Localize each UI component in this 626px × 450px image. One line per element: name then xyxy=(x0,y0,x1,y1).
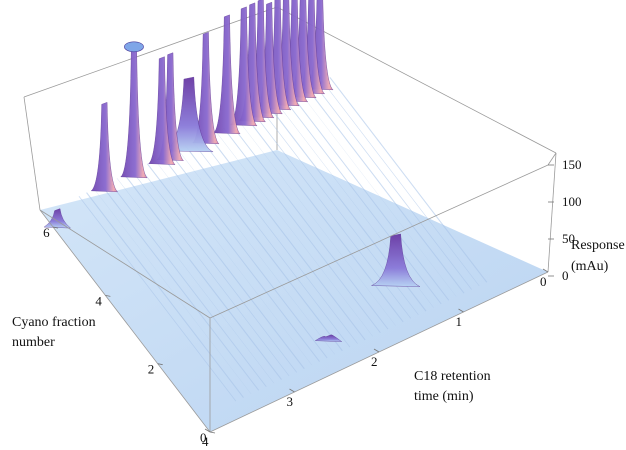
surface-streak xyxy=(94,188,252,395)
surface-streak xyxy=(177,149,335,355)
surface-peak xyxy=(229,6,258,127)
x-tick-label: 3 xyxy=(287,394,294,409)
surface-peaks xyxy=(43,0,420,342)
surface-streak xyxy=(245,116,404,323)
y-tick-mark xyxy=(157,363,163,366)
x-tick-mark xyxy=(289,388,295,393)
surface-streak xyxy=(116,178,275,384)
z-tick-label: 100 xyxy=(562,194,582,209)
surface-streak xyxy=(184,145,343,352)
x-tick-label: 2 xyxy=(371,354,378,369)
y-tick-label: 4 xyxy=(95,293,102,308)
y-axis-label-line2: number xyxy=(12,335,55,350)
y-tick-label: 2 xyxy=(148,362,155,377)
surface-peak xyxy=(120,47,148,179)
surface-streak xyxy=(291,95,450,301)
surface-streak xyxy=(162,156,320,362)
surface-streak xyxy=(192,142,351,348)
x-tick-mark xyxy=(458,308,464,313)
surface-streak xyxy=(200,138,358,344)
surface-streak xyxy=(146,163,305,370)
z-axis-label-line2: (mAu) xyxy=(571,259,609,274)
surface-streak xyxy=(109,181,267,388)
z-axis-label-line1: Response xyxy=(571,238,625,253)
surface-streak xyxy=(299,91,457,297)
surface-streak xyxy=(238,120,396,326)
y-axis-label-line1: Cyano fraction xyxy=(12,315,96,330)
surface-streak xyxy=(131,170,290,377)
surface-peak xyxy=(314,334,343,342)
surface-streak xyxy=(207,134,366,341)
clipped-peak-top xyxy=(124,41,144,53)
surface-peak xyxy=(371,233,420,287)
surface-streak xyxy=(306,87,465,294)
z-tick-label: 50 xyxy=(562,231,575,246)
surface-peak xyxy=(148,56,176,165)
surface-streak xyxy=(124,174,282,380)
y-tick-label: 6 xyxy=(43,225,50,240)
surface-streak xyxy=(86,192,244,398)
x-tick-label: 0 xyxy=(540,274,547,289)
surface-streak xyxy=(314,84,472,290)
surface-streak xyxy=(154,160,313,366)
x-axis-label-line1: C18 retention xyxy=(414,369,491,384)
surface-streak xyxy=(169,152,328,359)
x-axis-label-line2: time (min) xyxy=(414,389,474,404)
surface-peak xyxy=(90,102,119,193)
x-tick-mark xyxy=(204,428,211,433)
surface-streak xyxy=(230,123,389,330)
y-tick-mark xyxy=(52,226,59,229)
x-tick-label: 4 xyxy=(202,434,209,449)
surface-peak xyxy=(213,14,241,135)
x-tick-label: 1 xyxy=(456,314,463,329)
surface-streak xyxy=(139,167,298,373)
y-tick-label: 0 xyxy=(200,430,207,445)
surface-streak xyxy=(223,127,381,334)
surface-streak xyxy=(101,185,260,391)
z-tick-label: 150 xyxy=(562,157,582,172)
y-tick-mark xyxy=(209,431,216,434)
surface-streak xyxy=(322,80,480,287)
x-tick-mark xyxy=(373,348,380,353)
x-tick-mark xyxy=(542,268,549,273)
surface-streak xyxy=(215,131,373,337)
surface-streak xyxy=(283,98,442,305)
y-tick-mark xyxy=(105,294,111,297)
z-tick-label: 0 xyxy=(562,268,569,283)
surface-base xyxy=(40,150,548,432)
surface-streak xyxy=(329,77,488,283)
